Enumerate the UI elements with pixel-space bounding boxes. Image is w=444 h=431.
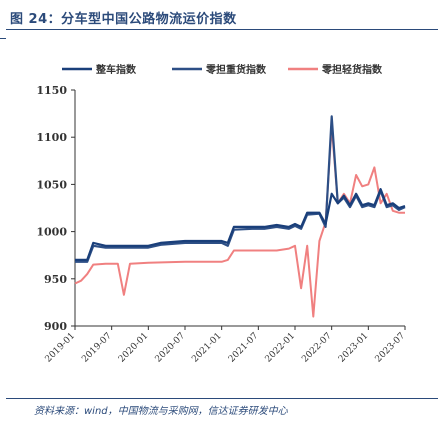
x-tick-label: 2020-01 xyxy=(117,331,151,365)
x-tick-label: 2019-01 xyxy=(44,331,78,365)
legend-label-2: 零担重货指数 xyxy=(205,63,267,76)
x-tick-label: 2021-01 xyxy=(190,331,224,365)
legend-label-1: 整车指数 xyxy=(95,63,137,76)
y-tick-label: 950 xyxy=(44,273,67,286)
chart-series xyxy=(74,115,406,318)
x-tick-label: 2021-07 xyxy=(227,331,261,365)
y-tick-label: 1050 xyxy=(36,178,67,191)
x-tick-label: 2022-01 xyxy=(264,331,298,365)
y-tick-label: 900 xyxy=(44,320,67,333)
line-chart: 整车指数 零担重货指数 零担轻货指数 900 950 1000 1050 1100 1150 2… xyxy=(36,63,407,365)
left-edge-mark xyxy=(0,38,6,39)
y-tick-label: 1000 xyxy=(36,226,67,239)
series-line-3 xyxy=(74,124,405,318)
series-line-2 xyxy=(75,115,406,263)
chart-legend: 整车指数 零担重货指数 零担轻货指数 xyxy=(62,63,383,76)
series-line-1 xyxy=(75,188,406,261)
x-tick-label: 2020-07 xyxy=(154,331,188,365)
title-divider xyxy=(6,29,438,30)
x-tick-label: 2022-07 xyxy=(300,331,334,365)
y-tick-label: 1100 xyxy=(36,131,67,144)
legend-label-3: 零担轻货指数 xyxy=(321,63,383,76)
y-tick-label: 1150 xyxy=(36,84,67,97)
figure-title: 图 24：分车型中国公路物流运价指数 xyxy=(10,12,237,27)
x-tick-label: 2019-07 xyxy=(80,331,114,365)
x-tick-label: 2023-07 xyxy=(374,331,408,365)
footer-divider xyxy=(6,398,438,399)
x-tick-label: 2023-01 xyxy=(337,331,371,365)
source-note: 资料来源：wind，中国物流与采购网，信达证券研发中心 xyxy=(34,406,288,417)
